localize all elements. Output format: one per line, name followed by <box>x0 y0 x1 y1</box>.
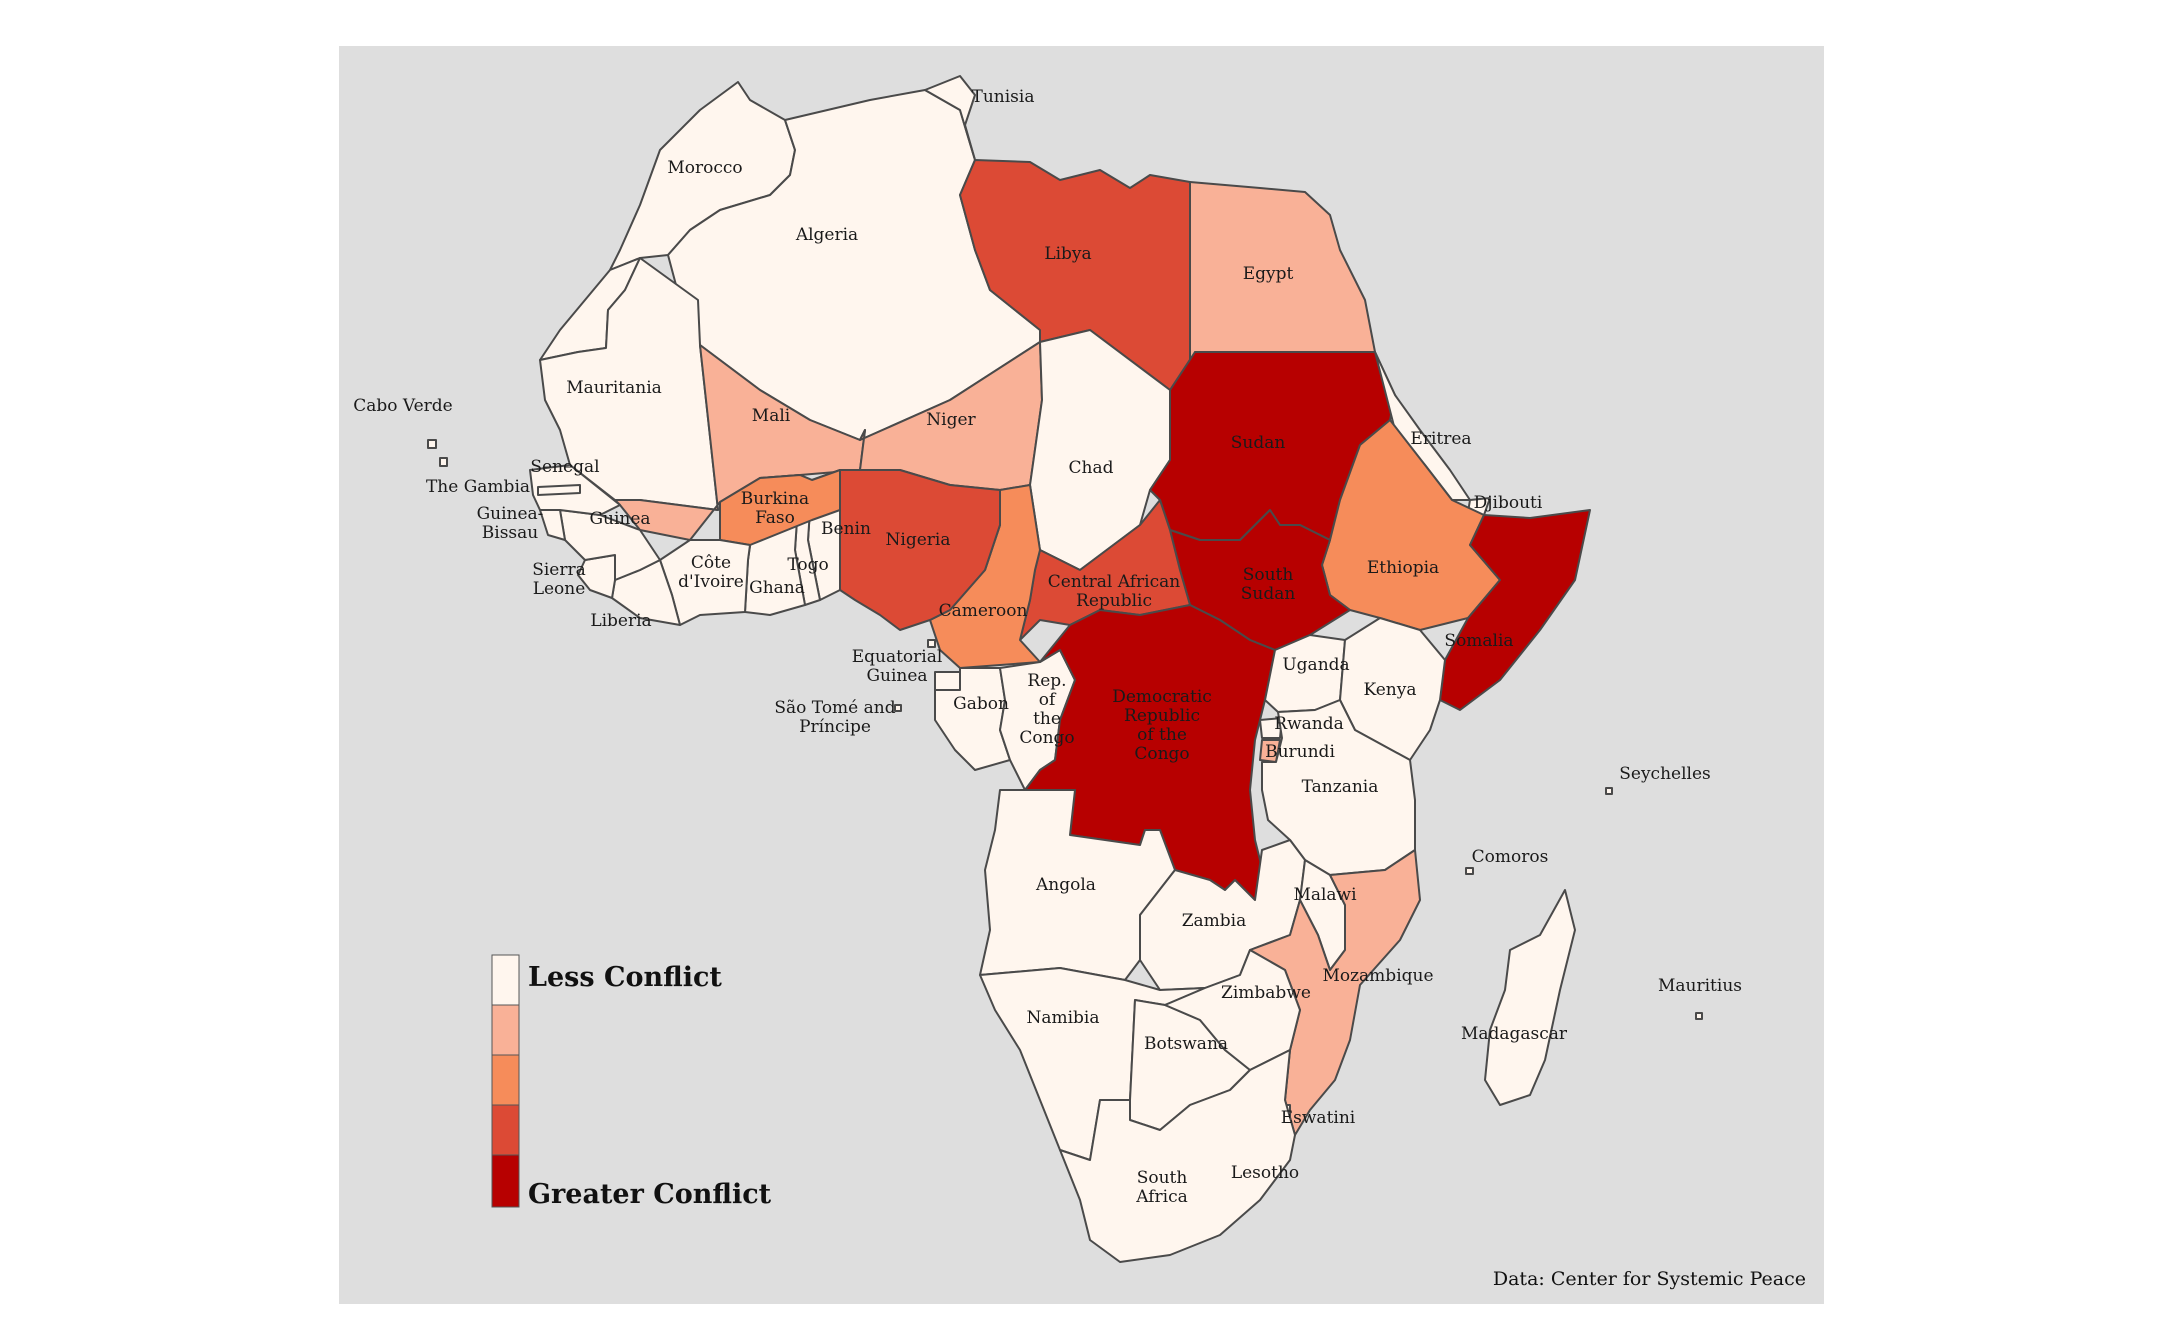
label-gabon: Gabon <box>953 694 1009 714</box>
label-senegal: Senegal <box>530 457 599 477</box>
label-cabo-verde: Cabo Verde <box>353 396 453 416</box>
label-uganda: Uganda <box>1282 655 1349 675</box>
label-eswatini: Eswatini <box>1281 1108 1356 1128</box>
legend-swatch-greater-conflict <box>491 1154 520 1208</box>
label-somalia: Somalia <box>1444 631 1513 651</box>
label-seychelles: Seychelles <box>1619 764 1711 784</box>
legend-swatch-less-conflict <box>491 954 520 1006</box>
country-zimbabwe <box>1164 949 1301 1071</box>
label-drc: Democratic Republic of the Congo <box>1112 687 1212 764</box>
label-guinea: Guinea <box>589 509 650 529</box>
label-mozambique: Mozambique <box>1322 966 1433 986</box>
legend-high-label: Greater Conflict <box>528 1179 772 1210</box>
countries-layer <box>427 75 1703 1263</box>
label-burundi: Burundi <box>1265 742 1335 762</box>
country-rwanda <box>1259 717 1283 739</box>
label-botswana: Botswana <box>1144 1034 1228 1054</box>
label-sierra-leone: Sierra Leone <box>532 560 586 599</box>
label-kenya: Kenya <box>1364 680 1417 700</box>
country-somalia <box>1439 509 1591 711</box>
label-morocco: Morocco <box>667 158 742 178</box>
legend: Less Conflict Greater Conflict <box>491 954 772 1210</box>
label-cameroon: Cameroon <box>939 601 1028 621</box>
country-the-gambia <box>537 484 581 496</box>
label-mauritania: Mauritania <box>566 378 662 398</box>
label-south-africa: South Africa <box>1135 1168 1188 1207</box>
country-guinea <box>559 509 661 581</box>
label-zimbabwe: Zimbabwe <box>1221 983 1311 1003</box>
label-chad: Chad <box>1069 458 1114 478</box>
label-comoros: Comoros <box>1472 847 1549 867</box>
label-niger: Niger <box>926 410 976 430</box>
label-malawi: Malawi <box>1293 885 1357 905</box>
label-ethiopia: Ethiopia <box>1367 558 1439 578</box>
label-tanzania: Tanzania <box>1302 777 1379 797</box>
label-burkina-faso: Burkina Faso <box>741 489 809 528</box>
label-libya: Libya <box>1044 244 1091 264</box>
country-mauritius <box>1695 1012 1703 1020</box>
legend-low-label: Less Conflict <box>528 962 722 993</box>
label-lesotho: Lesotho <box>1231 1163 1299 1183</box>
label-angola: Angola <box>1035 875 1096 895</box>
label-rep-congo: Rep. of the Congo <box>1019 671 1074 748</box>
label-south-sudan: South Sudan <box>1241 565 1296 604</box>
label-nigeria: Nigeria <box>886 530 951 550</box>
country-comoros <box>1465 867 1474 875</box>
legend-swatch-level-3 <box>491 1054 520 1106</box>
label-equatorial-guinea: Equatorial Guinea <box>852 647 943 686</box>
label-algeria: Algeria <box>795 225 858 245</box>
country-seychelles <box>1605 787 1613 795</box>
legend-swatch-level-4 <box>491 1104 520 1156</box>
data-source-note: Data: Center for Systemic Peace <box>1493 1268 1806 1290</box>
country-madagascar <box>1484 889 1576 1106</box>
label-liberia: Liberia <box>590 611 651 631</box>
labels-layer: Morocco Algeria Tunisia Libya Egypt Mauritani… <box>353 87 1742 1207</box>
label-sao-tome: São Tomé and Príncipe <box>774 698 895 737</box>
label-mauritius: Mauritius <box>1658 976 1742 996</box>
country-south-africa <box>1059 1049 1296 1263</box>
country-nigeria <box>839 469 1001 631</box>
label-mali: Mali <box>752 406 791 426</box>
label-namibia: Namibia <box>1026 1008 1099 1028</box>
label-madagascar: Madagascar <box>1461 1024 1568 1044</box>
country-cabo-verde <box>427 439 448 467</box>
legend-swatch-level-2 <box>491 1004 520 1056</box>
label-eritrea: Eritrea <box>1410 429 1471 449</box>
label-benin: Benin <box>821 519 871 539</box>
label-the-gambia: The Gambia <box>426 477 530 497</box>
label-rwanda: Rwanda <box>1274 714 1343 734</box>
label-cote-divoire: Côte d'Ivoire <box>678 553 744 592</box>
label-egypt: Egypt <box>1243 264 1294 284</box>
country-sao-tome <box>894 704 902 712</box>
label-djibouti: Djibouti <box>1474 493 1543 513</box>
label-tunisia: Tunisia <box>972 87 1035 107</box>
label-ghana: Ghana <box>749 578 805 598</box>
label-guinea-bissau: Guinea-Bissau <box>477 504 544 543</box>
label-car: Central African Republic <box>1048 572 1180 611</box>
label-sudan: Sudan <box>1231 433 1286 453</box>
country-guinea-bissau <box>539 509 566 541</box>
country-tunisia <box>924 75 976 161</box>
label-zambia: Zambia <box>1182 911 1247 931</box>
label-togo: Togo <box>787 555 828 575</box>
